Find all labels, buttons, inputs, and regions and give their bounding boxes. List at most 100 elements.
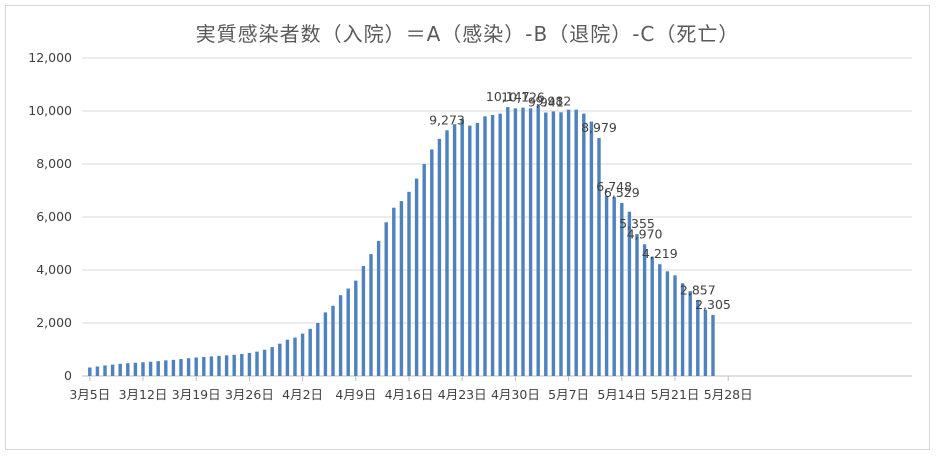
bar xyxy=(186,358,191,376)
chart-title: 実質感染者数（入院）＝A（感染）-B（退院）-C（死亡） xyxy=(195,22,740,46)
data-label: 9,982 xyxy=(536,93,572,108)
bar xyxy=(688,291,692,376)
bar xyxy=(209,356,214,376)
x-tick-label: 4月30日 xyxy=(491,387,540,402)
bar xyxy=(597,138,601,376)
bar xyxy=(118,363,122,376)
y-tick-label: 10,000 xyxy=(28,103,72,118)
bar xyxy=(604,195,609,376)
x-tick-label: 5月28日 xyxy=(704,387,753,402)
bar xyxy=(513,108,518,376)
bar xyxy=(574,109,578,377)
bar xyxy=(445,130,449,376)
bar-chart-svg: 0 2,000 4,000 6,000 8,000 10,000 12,000 3月5日 3月1… xyxy=(28,50,912,402)
bar xyxy=(642,244,647,376)
x-tick-label: 4月2日 xyxy=(282,387,323,402)
data-label: 9,273 xyxy=(429,112,465,127)
bar xyxy=(658,264,662,376)
bar xyxy=(369,254,373,376)
bar xyxy=(255,351,259,376)
bar xyxy=(521,107,525,376)
bar xyxy=(468,125,472,376)
bar xyxy=(582,113,586,377)
x-tick-label: 4月23日 xyxy=(438,387,487,402)
y-tick-label: 8,000 xyxy=(36,156,72,171)
bar xyxy=(528,108,533,376)
bar xyxy=(179,359,183,376)
bar xyxy=(247,352,252,376)
bar xyxy=(490,114,495,376)
bar xyxy=(354,280,358,376)
bar xyxy=(483,116,487,377)
bar xyxy=(703,309,708,376)
bar xyxy=(202,356,206,376)
bar xyxy=(407,191,411,376)
y-tick-label: 6,000 xyxy=(36,209,72,224)
data-label: 10,126 xyxy=(501,90,545,105)
bar xyxy=(399,201,404,376)
bar xyxy=(665,271,670,376)
bar xyxy=(270,347,274,376)
bar xyxy=(680,283,685,376)
bar xyxy=(384,222,388,376)
bar xyxy=(536,105,540,376)
bar xyxy=(171,359,176,376)
bar xyxy=(95,366,100,376)
bar xyxy=(194,357,198,376)
bar xyxy=(300,333,305,376)
bar xyxy=(566,109,571,377)
data-label: 6,748 xyxy=(596,179,632,194)
bar xyxy=(627,211,632,376)
data-label: 4,970 xyxy=(627,226,663,241)
bar xyxy=(217,355,221,376)
data-label: 5,355 xyxy=(619,216,655,231)
bar xyxy=(133,362,138,376)
bar xyxy=(392,207,396,376)
x-tick-label: 4月9日 xyxy=(335,387,376,402)
bar xyxy=(711,314,715,376)
data-label: 10,147 xyxy=(486,89,530,104)
bar xyxy=(650,256,654,376)
bar xyxy=(126,363,130,376)
bar xyxy=(551,111,556,377)
bar xyxy=(262,349,267,376)
bar xyxy=(506,107,510,377)
bar xyxy=(498,113,502,377)
x-tick-label: 5月7日 xyxy=(548,387,589,402)
bar xyxy=(88,367,92,376)
bar xyxy=(376,240,381,376)
bar xyxy=(156,361,160,376)
x-tick-label: 4月16日 xyxy=(385,387,434,402)
bar xyxy=(240,354,244,376)
data-label: 2,857 xyxy=(680,282,716,297)
x-tick-label: 3月19日 xyxy=(172,387,221,402)
bar xyxy=(346,288,350,376)
data-label: 8,979 xyxy=(581,120,617,135)
x-tick-label: 3月26日 xyxy=(225,387,274,402)
bar xyxy=(673,275,677,376)
bar xyxy=(110,364,115,376)
bar xyxy=(141,362,145,376)
bar xyxy=(430,149,434,376)
y-tick-label: 0 xyxy=(64,368,72,383)
bar xyxy=(103,365,107,376)
data-label: 9,941 xyxy=(528,95,564,110)
bar xyxy=(696,300,700,376)
chart-container: 実質感染者数（入院）＝A（感染）-B（退院）-C（死亡） 0 2,000 4,000… xyxy=(5,5,930,450)
bar xyxy=(148,361,153,376)
bar xyxy=(460,118,464,376)
bar xyxy=(437,138,442,376)
bar xyxy=(232,354,236,376)
y-tick-label: 4,000 xyxy=(36,262,72,277)
bar xyxy=(620,202,624,376)
bar xyxy=(589,121,594,376)
bar xyxy=(164,360,168,376)
bar xyxy=(414,178,419,376)
y-tick-label: 2,000 xyxy=(36,315,72,330)
y-tick-label: 12,000 xyxy=(28,50,72,65)
data-label: 4,219 xyxy=(642,246,678,261)
bar xyxy=(422,164,426,376)
x-tick-label: 5月14日 xyxy=(597,387,646,402)
bar xyxy=(452,124,457,376)
bar xyxy=(323,312,328,376)
